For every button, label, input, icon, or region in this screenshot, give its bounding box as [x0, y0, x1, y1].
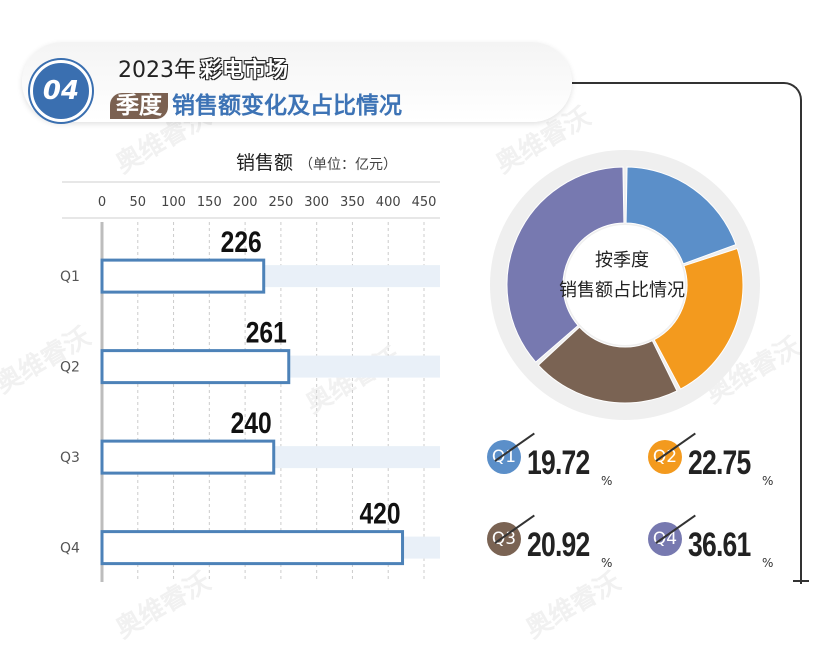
- y-category-label: Q2: [60, 360, 80, 376]
- header-connector-end: [793, 580, 809, 582]
- x-tick-label: 350: [340, 195, 365, 210]
- title-year: 2023年: [118, 58, 196, 83]
- q4-share-value: 36.61: [688, 526, 751, 564]
- donut-slice: [537, 326, 678, 404]
- x-tick-label: 0: [98, 195, 106, 210]
- y-category-label: Q3: [60, 450, 80, 466]
- q2-share-value: 22.75: [688, 444, 751, 482]
- donut-chart: [506, 166, 744, 404]
- donut-slice: [506, 166, 625, 363]
- x-tick-label: 150: [197, 195, 222, 210]
- q4-percent-sign: %: [762, 556, 774, 570]
- q2-percent-sign: %: [762, 474, 774, 488]
- q3-percent-sign: %: [601, 556, 613, 570]
- title-tag: 季度: [110, 93, 168, 119]
- bar-value-label: 261: [246, 315, 287, 349]
- q1-percent-sign: %: [601, 474, 613, 488]
- title-line-2: 季度 销售额变化及占比情况: [110, 86, 402, 120]
- x-tick-label: 450: [412, 195, 437, 210]
- x-tick-label: 200: [233, 195, 258, 210]
- title-highlight: 彩电市场: [200, 58, 289, 83]
- x-tick-label: 400: [376, 195, 401, 210]
- unit-title: 销售额: [236, 152, 294, 174]
- q3-share-value: 20.92: [527, 526, 590, 564]
- section-number-badge: 04: [30, 60, 92, 122]
- bar: [100, 530, 405, 566]
- x-tick-label: 250: [268, 195, 293, 210]
- donut-slice: [625, 166, 737, 265]
- header-connector-line: [572, 82, 802, 584]
- q1-share-value: 19.72: [527, 444, 590, 482]
- bar: [100, 439, 276, 475]
- y-category-label: Q1: [60, 269, 80, 285]
- y-category-label: Q4: [60, 541, 80, 557]
- donut-center-line-2: 销售额占比情况: [559, 280, 685, 301]
- bar-value-label: 226: [221, 225, 262, 259]
- donut-center-line-1: 按季度: [595, 250, 649, 271]
- bar: [100, 349, 291, 385]
- title-line-1: 2023年 彩电市场: [118, 52, 288, 84]
- bar-value-label: 420: [359, 496, 400, 530]
- title-text: 销售额变化及占比情况: [172, 93, 402, 119]
- bar: [100, 258, 266, 294]
- q1-badge: Q1: [487, 440, 521, 474]
- donut-slice: [653, 247, 744, 390]
- q4-badge: Q4: [648, 522, 682, 556]
- donut-center-label: 按季度 销售额占比情况: [542, 246, 702, 306]
- bar-value-label: 240: [231, 406, 272, 440]
- x-tick-label: 300: [304, 195, 329, 210]
- unit-label: 销售额 （单位：亿元）: [236, 148, 397, 175]
- bar-chart: 0 50 100 150 200 250 300 350 400 450 Q1 226 Q2 261 Q3 2…: [60, 181, 440, 582]
- donut-hole: [565, 225, 685, 345]
- x-tick-label: 50: [130, 195, 147, 210]
- x-tick-label: 100: [161, 195, 186, 210]
- unit-note: （单位：亿元）: [299, 157, 398, 173]
